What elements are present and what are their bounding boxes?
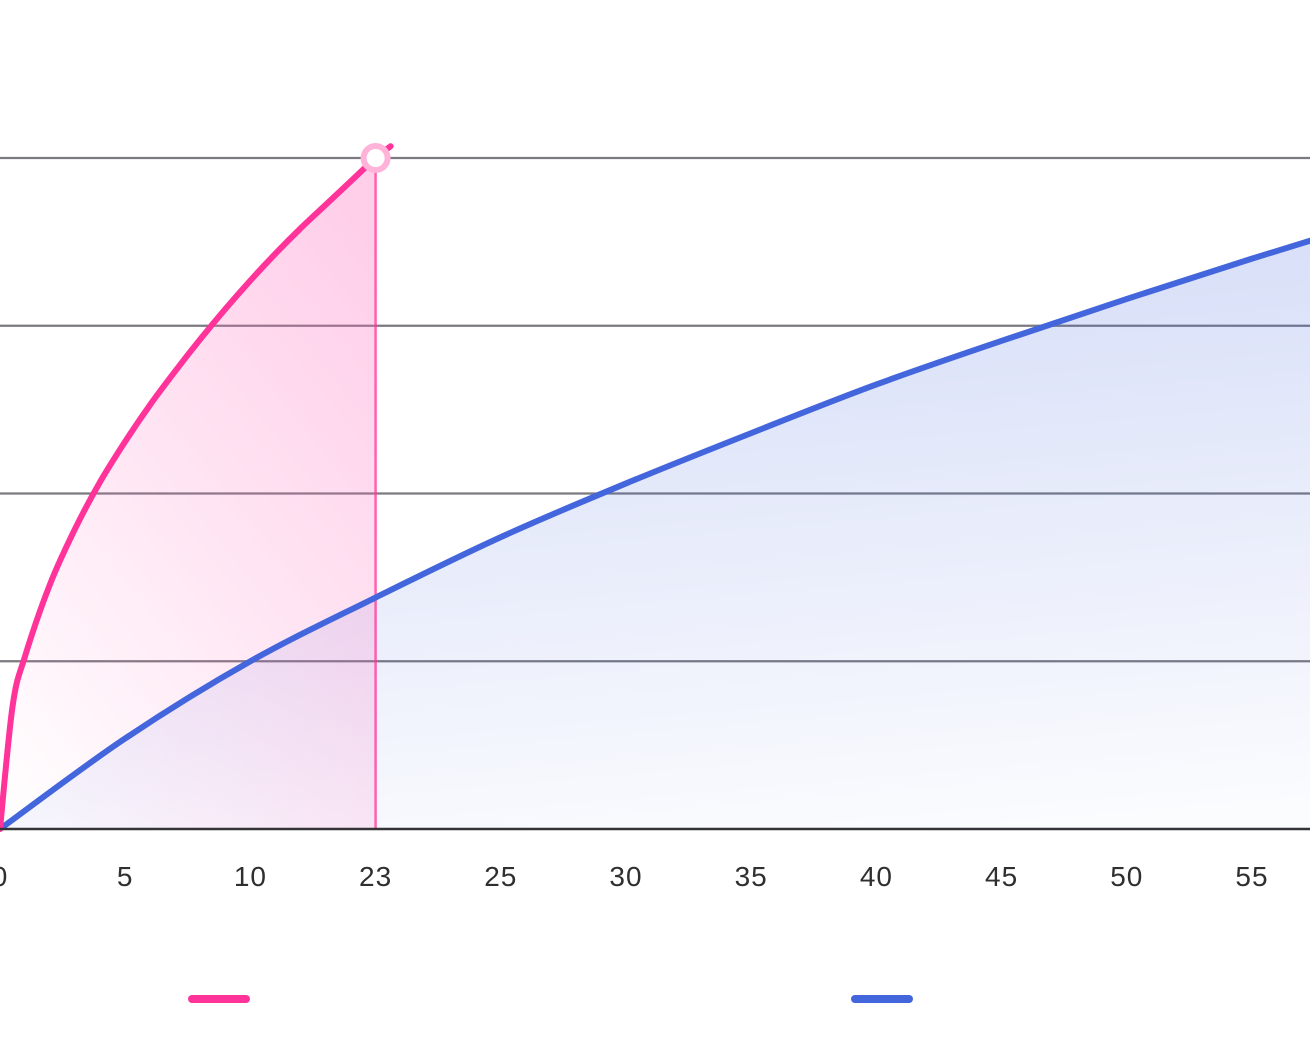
- x-tick-label: 5: [117, 861, 134, 892]
- x-tick-label: 55: [1235, 861, 1268, 892]
- x-tick-label: 10: [234, 861, 267, 892]
- series-areas: [0, 158, 1310, 829]
- x-tick-label: 40: [860, 861, 893, 892]
- x-tick-label: 30: [609, 861, 642, 892]
- series-lines: [0, 143, 1310, 832]
- x-tick-label: 0: [0, 861, 8, 892]
- series-0-line: [0, 143, 394, 832]
- x-tick-label: 35: [735, 861, 768, 892]
- x-tick-label: 25: [484, 861, 517, 892]
- x-tick-label: 50: [1110, 861, 1143, 892]
- highlight-ring: [360, 143, 391, 173]
- x-tick-label: 23: [359, 861, 392, 892]
- series-1-line: [0, 237, 1310, 832]
- highlight-marker: [360, 143, 391, 173]
- series-0-area: [0, 158, 376, 829]
- x-tick-labels: 0 5 10 23 25 30 35 40 45 50 55: [0, 861, 1268, 892]
- x-tick-label: 45: [985, 861, 1018, 892]
